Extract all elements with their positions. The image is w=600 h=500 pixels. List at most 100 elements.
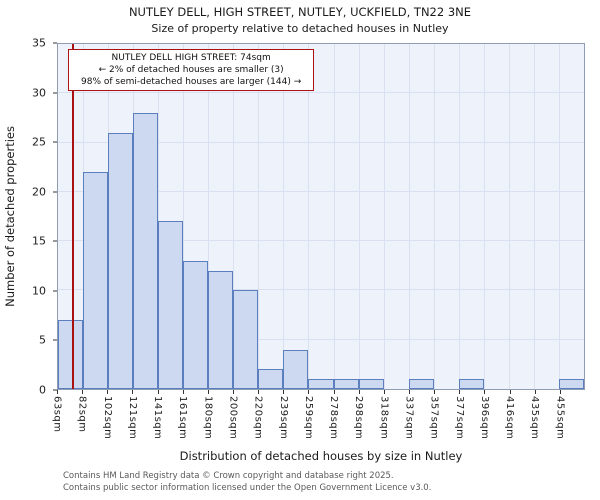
chart-subtitle: Size of property relative to detached ho… [151, 22, 449, 35]
x-tick-mark [509, 390, 511, 394]
x-tick-mark [358, 390, 360, 394]
bar-63sqm [58, 320, 84, 389]
bar-102sqm [108, 132, 134, 389]
x-tick-label: 357sqm [428, 396, 440, 440]
x-tick-labels: 63sqm 82sqm 102sqm 121sqm 141sqm 161sqm 180sqm… [52, 396, 585, 448]
bar-161sqm [183, 260, 209, 389]
gridline-vertical [283, 44, 285, 389]
bar-180sqm [208, 270, 234, 389]
annotation-line-1: NUTLEY DELL HIGH STREET: 74sqm [111, 53, 271, 63]
x-tick-mark [157, 390, 159, 394]
x-tick-label: 102sqm [101, 396, 113, 440]
x-tick-mark [409, 390, 410, 394]
y-tick-label: 10 [32, 284, 46, 298]
x-tick-label: 200sqm [227, 396, 239, 440]
x-tick-label: 455sqm [554, 396, 566, 440]
x-tick-mark [333, 390, 335, 394]
gridline-horizontal [58, 190, 584, 192]
gridline-vertical [158, 44, 160, 389]
bar-82sqm [83, 172, 109, 389]
gridline-vertical [508, 44, 510, 389]
x-tick-mark [132, 390, 134, 394]
bar-455sqm [558, 379, 584, 389]
subject-marker-line [72, 44, 75, 389]
y-tick-label: 5 [39, 333, 46, 347]
x-tick-mark [484, 390, 486, 394]
gridline-vertical [208, 44, 210, 389]
gridline-vertical [483, 44, 485, 389]
x-tick-mark [283, 390, 285, 394]
gridline-vertical [533, 44, 535, 389]
bar-278sqm [333, 379, 359, 389]
x-tick-mark [308, 390, 310, 394]
chart-title: NUTLEY DELL, HIGH STREET, NUTLEY, UCKFIE… [128, 5, 472, 19]
gridline-vertical [358, 44, 360, 389]
y-tick-mark [53, 339, 57, 341]
x-tick-mark [258, 390, 260, 394]
x-tick-label: 377sqm [453, 396, 465, 440]
footer-line-1: Contains HM Land Registry data © Crown c… [63, 471, 394, 481]
y-tick-label: 15 [32, 234, 46, 248]
x-tick-label: 121sqm [126, 396, 138, 440]
gridline-vertical [183, 44, 185, 389]
x-tick-mark [207, 390, 209, 394]
x-tick-label: 82sqm [76, 396, 88, 433]
x-tick-mark [82, 390, 84, 394]
x-tick-marks [57, 390, 585, 395]
subject-annotation-box: NUTLEY DELL HIGH STREET: 74sqm ← 2% of d… [68, 49, 315, 92]
y-tick-mark [53, 191, 57, 193]
gridline-vertical [408, 44, 410, 389]
x-tick-label: 298sqm [353, 396, 365, 440]
x-tick-label: 239sqm [277, 396, 289, 440]
y-axis-label: Number of detached properties [2, 43, 18, 390]
y-tick-mark [53, 389, 57, 391]
gridline-vertical [333, 44, 335, 389]
footer-line-2: Contains public sector information licen… [63, 482, 432, 493]
gridline-vertical [308, 44, 310, 389]
gridline-horizontal [58, 338, 584, 340]
y-tick-label: 0 [39, 383, 46, 397]
x-tick-label: 259sqm [302, 396, 314, 440]
bar-141sqm [158, 221, 184, 389]
bar-200sqm [233, 290, 259, 389]
y-axis-label-text: Number of detached properties [3, 126, 17, 307]
x-tick-mark [182, 390, 184, 394]
x-tick-label: 435sqm [529, 396, 541, 440]
gridline-horizontal [58, 141, 584, 143]
gridline-vertical [558, 44, 560, 389]
x-tick-label: 337sqm [403, 396, 415, 440]
x-tick-label: 278sqm [328, 396, 340, 440]
x-tick-label: 141sqm [152, 396, 164, 440]
x-tick-label: 63sqm [51, 396, 63, 433]
bar-259sqm [308, 379, 334, 389]
x-tick-label: 220sqm [252, 396, 264, 440]
plot-area: NUTLEY DELL HIGH STREET: 74sqm ← 2% of d… [57, 43, 585, 390]
x-tick-label: 180sqm [202, 396, 214, 440]
x-tick-mark [459, 390, 461, 394]
gridline-vertical [433, 44, 435, 389]
gridline-vertical [458, 44, 460, 389]
y-tick-label: 30 [32, 86, 46, 100]
y-tick-mark [53, 290, 57, 292]
x-tick-mark [107, 390, 109, 394]
bar-239sqm [283, 349, 309, 389]
bar-121sqm [133, 113, 159, 389]
x-tick-mark [534, 390, 536, 394]
gridline-vertical [233, 44, 235, 389]
bar-377sqm [458, 379, 484, 389]
footer-attribution: Contains HM Land Registry data © Crown c… [63, 471, 431, 495]
x-axis-label: Distribution of detached houses by size … [179, 449, 463, 463]
gridline-horizontal [58, 92, 584, 94]
y-tick-labels: 0 5 10 15 20 25 30 35 [18, 37, 52, 397]
gridline-vertical [383, 44, 385, 389]
annotation-line-3: 98% of semi-detached houses are larger (… [81, 77, 302, 88]
x-tick-mark [57, 390, 58, 394]
x-tick-mark [383, 390, 385, 394]
y-tick-label: 25 [32, 135, 46, 149]
y-tick-label: 35 [32, 36, 46, 50]
y-tick-mark [53, 141, 57, 143]
bar-298sqm [358, 379, 384, 389]
x-tick-label: 396sqm [478, 396, 490, 440]
y-tick-mark [53, 92, 57, 94]
gridline-vertical [258, 44, 260, 389]
